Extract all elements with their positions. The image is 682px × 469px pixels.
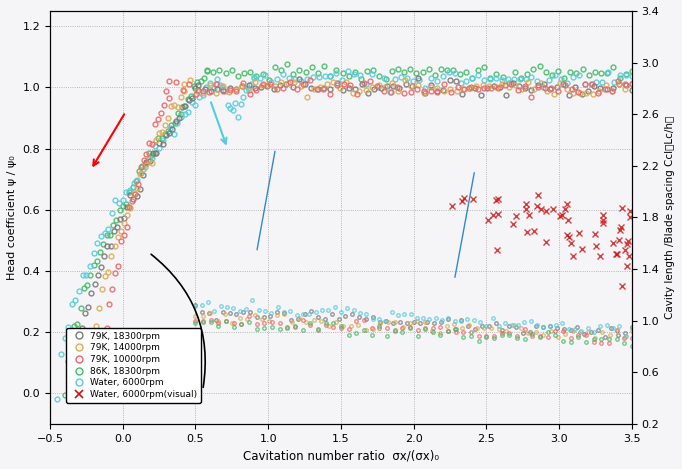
Legend: 79K, 18300rpm, 79K, 14000rpm, 79K, 10000rpm, 86K, 18300rpm, Water, 6000rpm, Wate: 79K, 18300rpm, 79K, 14000rpm, 79K, 10000…: [66, 328, 201, 403]
Y-axis label: Head coefficient ψ / ψ₀: Head coefficient ψ / ψ₀: [7, 155, 17, 280]
X-axis label: Cavitation number ratio  σx/(σx)₀: Cavitation number ratio σx/(σx)₀: [243, 449, 439, 462]
Y-axis label: Cavity length /Blade spacing Ccl（Lc/h）: Cavity length /Blade spacing Ccl（Lc/h）: [665, 116, 675, 319]
